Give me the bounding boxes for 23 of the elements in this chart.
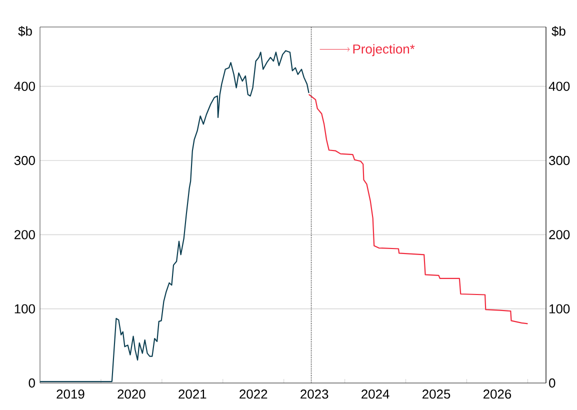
y-axis-title: $b — [18, 26, 32, 36]
x-tick-label: 2019 — [56, 390, 84, 399]
y-tick-label: 100 — [14, 304, 35, 314]
y2-tick-label: 400 — [548, 82, 570, 91]
line-series — [308, 94, 528, 324]
y2-axis-title: $b — [552, 26, 566, 36]
y-tick-label: 300 — [14, 156, 35, 166]
y2-tick-label: 100 — [550, 304, 570, 314]
y-tick-label: 0 — [28, 378, 35, 388]
x-tick-label: 2023 — [300, 390, 328, 399]
y-tick-label: 200 — [14, 230, 35, 240]
x-tick-label: 2026 — [483, 390, 512, 399]
annotation: Projection* — [353, 44, 415, 56]
x-tick-label: 2022 — [240, 390, 268, 399]
x-tick-label: 2024 — [362, 390, 390, 399]
y2-tick-label: 300 — [549, 156, 570, 166]
y-tick-label: 400 — [14, 82, 35, 91]
x-tick-label: 2020 — [118, 390, 146, 399]
x-tick-label: 2021 — [178, 390, 206, 399]
x-tick-label: 2025 — [422, 390, 450, 399]
y2-tick-label: 200 — [549, 230, 570, 240]
y2-tick-label: 0 — [549, 378, 556, 388]
line-series — [40, 50, 310, 382]
